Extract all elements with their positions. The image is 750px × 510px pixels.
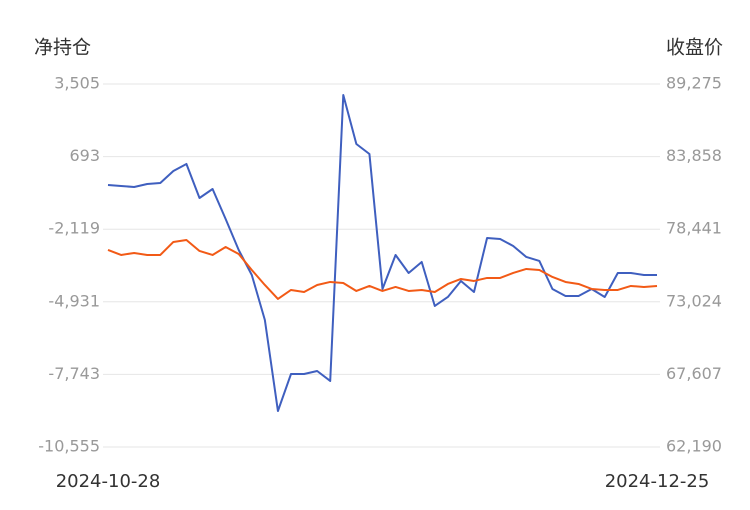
y2-tick-label: 83,858 (666, 146, 722, 165)
y2-axis-title: 收盘价 (666, 37, 723, 59)
y2-tick-label: 78,441 (666, 219, 722, 238)
y-tick-label: -10,555 (38, 437, 100, 456)
y2-tick-label: 62,190 (666, 437, 722, 456)
x-tick-label: 2024-10-28 (56, 471, 161, 492)
y2-tick-label: 89,275 (666, 74, 722, 93)
y2-tick-label: 67,607 (666, 364, 722, 383)
x-tick-label: 2024-12-25 (605, 471, 710, 492)
y-tick-label: 3,505 (54, 74, 100, 93)
y-axis-title: 净持仓 (34, 37, 91, 59)
y-tick-label: -4,931 (48, 291, 100, 310)
y-tick-label: -2,119 (48, 219, 100, 238)
series-line (107, 238, 658, 300)
series-line (107, 94, 657, 412)
y-tick-label: 693 (69, 146, 100, 165)
y2-tick-label: 73,024 (666, 291, 722, 310)
y-tick-label: -7,743 (48, 364, 100, 383)
